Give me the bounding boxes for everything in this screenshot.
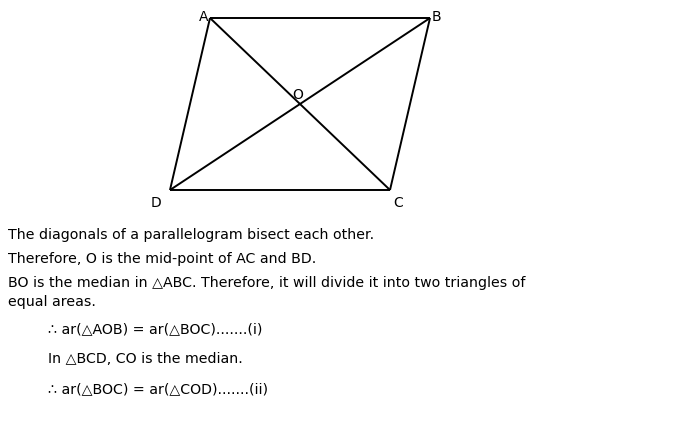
- Text: A: A: [199, 10, 209, 24]
- Text: BO is the median in △ABC. Therefore, it will divide it into two triangles of: BO is the median in △ABC. Therefore, it …: [8, 276, 526, 290]
- Text: ∴ ar(△AOB) = ar(△BOC).......(i): ∴ ar(△AOB) = ar(△BOC).......(i): [48, 322, 263, 336]
- Text: equal areas.: equal areas.: [8, 295, 96, 309]
- Text: C: C: [393, 196, 403, 210]
- Text: B: B: [431, 10, 441, 24]
- Text: The diagonals of a parallelogram bisect each other.: The diagonals of a parallelogram bisect …: [8, 228, 374, 242]
- Text: Therefore, O is the mid-point of AC and BD.: Therefore, O is the mid-point of AC and …: [8, 252, 316, 266]
- Text: D: D: [151, 196, 161, 210]
- Text: In △BCD, CO is the median.: In △BCD, CO is the median.: [48, 352, 243, 366]
- Text: O: O: [292, 88, 303, 102]
- Text: ∴ ar(△BOC) = ar(△COD).......(ii): ∴ ar(△BOC) = ar(△COD).......(ii): [48, 382, 268, 396]
